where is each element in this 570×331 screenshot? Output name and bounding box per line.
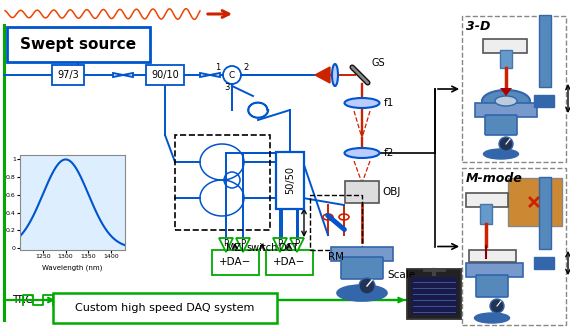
FancyBboxPatch shape xyxy=(476,275,508,297)
Ellipse shape xyxy=(344,98,380,108)
Text: P: P xyxy=(223,239,229,248)
Text: 97/3: 97/3 xyxy=(57,70,79,80)
Text: 2: 2 xyxy=(243,64,249,72)
Text: OBJ: OBJ xyxy=(382,187,400,197)
Text: C: C xyxy=(229,71,235,79)
Bar xyxy=(500,50,512,68)
Text: 3: 3 xyxy=(225,83,230,92)
FancyBboxPatch shape xyxy=(539,177,551,249)
FancyBboxPatch shape xyxy=(331,247,393,261)
Text: 3-D: 3-D xyxy=(466,20,490,32)
Polygon shape xyxy=(219,238,233,252)
FancyBboxPatch shape xyxy=(52,65,84,85)
Text: M-mode: M-mode xyxy=(466,171,523,184)
Bar xyxy=(175,135,270,230)
Ellipse shape xyxy=(482,90,530,112)
Circle shape xyxy=(490,299,504,313)
Text: P: P xyxy=(278,239,283,248)
FancyBboxPatch shape xyxy=(6,26,149,62)
Ellipse shape xyxy=(337,285,387,301)
FancyBboxPatch shape xyxy=(211,250,259,274)
Ellipse shape xyxy=(332,64,338,86)
Polygon shape xyxy=(500,88,512,96)
FancyBboxPatch shape xyxy=(276,152,304,209)
Text: GS: GS xyxy=(372,58,386,68)
Text: 90/10: 90/10 xyxy=(151,70,179,80)
FancyBboxPatch shape xyxy=(469,250,516,262)
Ellipse shape xyxy=(495,96,517,106)
Bar xyxy=(310,195,362,250)
FancyBboxPatch shape xyxy=(483,39,527,53)
FancyBboxPatch shape xyxy=(407,269,461,319)
FancyBboxPatch shape xyxy=(266,250,312,274)
FancyBboxPatch shape xyxy=(53,293,277,323)
Text: f2: f2 xyxy=(384,148,394,158)
Bar xyxy=(462,16,566,162)
Circle shape xyxy=(359,278,375,294)
FancyBboxPatch shape xyxy=(534,95,554,107)
Polygon shape xyxy=(315,67,330,83)
Polygon shape xyxy=(236,238,250,252)
FancyBboxPatch shape xyxy=(146,65,184,85)
Text: TRG: TRG xyxy=(12,295,34,305)
Ellipse shape xyxy=(474,313,510,323)
FancyBboxPatch shape xyxy=(475,103,537,117)
Text: Swept source: Swept source xyxy=(20,36,136,52)
Text: +DA−: +DA− xyxy=(273,257,305,267)
Ellipse shape xyxy=(344,148,380,158)
Bar xyxy=(480,204,492,224)
Text: RM: RM xyxy=(328,252,344,262)
FancyBboxPatch shape xyxy=(534,257,554,269)
Text: MZI: MZI xyxy=(226,243,244,253)
Polygon shape xyxy=(273,238,287,252)
Text: switch: switch xyxy=(246,243,278,253)
FancyBboxPatch shape xyxy=(345,181,379,203)
Ellipse shape xyxy=(483,149,519,159)
Circle shape xyxy=(499,137,513,151)
Bar xyxy=(508,178,562,226)
Text: 1: 1 xyxy=(215,64,221,72)
Text: OCT: OCT xyxy=(279,243,299,253)
Text: f1: f1 xyxy=(384,98,394,108)
Bar xyxy=(411,277,457,315)
Text: P: P xyxy=(295,239,300,248)
FancyBboxPatch shape xyxy=(539,15,551,87)
Text: Scale: Scale xyxy=(387,270,415,280)
FancyBboxPatch shape xyxy=(485,115,517,135)
FancyBboxPatch shape xyxy=(341,257,383,279)
Text: +DA−: +DA− xyxy=(219,257,251,267)
Text: 50/50: 50/50 xyxy=(285,166,295,194)
FancyBboxPatch shape xyxy=(466,193,508,207)
Text: P: P xyxy=(241,239,246,248)
FancyBboxPatch shape xyxy=(466,263,523,277)
Bar xyxy=(462,168,566,325)
Text: Custom high speed DAQ system: Custom high speed DAQ system xyxy=(75,303,255,313)
Polygon shape xyxy=(290,238,304,252)
